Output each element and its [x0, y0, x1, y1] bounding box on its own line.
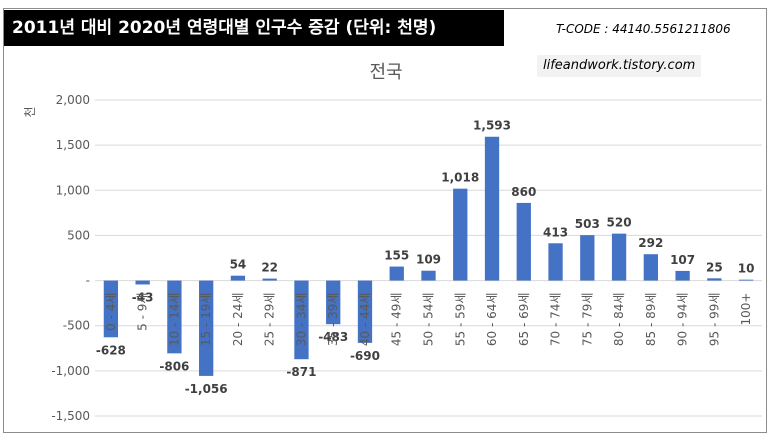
y-tick-label: -500 [63, 319, 90, 333]
bar-0 [103, 280, 119, 338]
bar-6 [294, 280, 309, 360]
data-label-1: -43 [132, 290, 154, 304]
bar-1 [135, 280, 150, 285]
x-tick-label-15: 75 - 79세 [580, 293, 594, 347]
bar-11 [453, 188, 468, 281]
blog-watermark: lifeandwork.tistory.com [537, 55, 702, 77]
data-label-14: 413 [543, 225, 568, 239]
x-tick-label-14: 70 - 74세 [549, 293, 563, 347]
data-label-17: 292 [638, 236, 663, 250]
data-label-10: 109 [416, 253, 441, 267]
y-tick-label: 1,500 [56, 138, 90, 152]
y-tick-label: - [86, 274, 90, 288]
data-label-12: 1,593 [473, 119, 511, 133]
x-tick-label-2: 10 - 14세 [167, 293, 181, 347]
bar-5 [262, 278, 277, 281]
x-tick-label-8: 40 - 44세 [358, 293, 372, 347]
bar-9 [389, 266, 404, 281]
y-tick-label: 1,000 [56, 183, 90, 197]
bar-14 [548, 243, 563, 281]
bar-18 [675, 270, 690, 281]
data-label-4: 54 [230, 258, 247, 272]
data-label-11: 1,018 [441, 171, 479, 185]
x-tick-label-6: 30 - 34세 [294, 293, 308, 347]
x-tick-label-20: 100+ [739, 293, 753, 326]
x-tick-label-11: 55 - 59세 [453, 293, 467, 347]
chart-frame [3, 8, 767, 433]
bar-13 [516, 202, 531, 281]
y-tick-label: -1,000 [51, 364, 90, 378]
chart-title: 전국 [369, 62, 402, 83]
x-tick-label-18: 90 - 94세 [676, 293, 690, 347]
x-tick-label-5: 25 - 29세 [263, 293, 277, 347]
data-label-0: -628 [96, 343, 126, 357]
y-tick-label: -1,500 [51, 409, 90, 423]
bar-3 [199, 280, 214, 376]
data-label-9: 155 [384, 249, 409, 263]
data-label-19: 25 [706, 260, 723, 274]
data-label-8: -690 [350, 349, 380, 363]
data-label-18: 107 [670, 253, 695, 267]
y-tick-label: 2,000 [56, 93, 90, 107]
tcode-label: T-CODE : 44140.5561211806 [556, 22, 731, 36]
bar-19 [707, 278, 722, 281]
bar-15 [580, 235, 595, 281]
x-tick-label-10: 50 - 54세 [422, 293, 436, 347]
data-label-20: 10 [738, 262, 755, 276]
data-label-5: 22 [261, 261, 278, 275]
x-tick-label-16: 80 - 84세 [612, 293, 626, 347]
x-tick-label-1: 5 - 9세 [136, 293, 150, 331]
x-tick-label-13: 65 - 69세 [517, 293, 531, 347]
bar-10 [421, 270, 436, 281]
bar-2 [167, 280, 182, 354]
x-tick-label-3: 15 - 19세 [199, 293, 213, 347]
x-tick-label-9: 45 - 49세 [390, 293, 404, 347]
data-label-16: 520 [607, 216, 632, 230]
y-axis-label: 천 [22, 106, 37, 117]
bar-16 [611, 233, 627, 281]
x-tick-label-4: 20 - 24세 [231, 293, 245, 347]
x-tick-label-12: 60 - 64세 [485, 293, 499, 347]
data-label-3: -1,056 [185, 382, 228, 396]
bar-12 [484, 136, 500, 281]
bar-7 [326, 280, 341, 325]
header-title: 2011년 대비 2020년 연령대별 인구수 증감 (단위: 천명) [4, 10, 504, 46]
bar-20 [738, 279, 754, 281]
data-label-7: -483 [318, 330, 348, 344]
x-tick-label-7: 35 - 39세 [326, 293, 340, 347]
bar-17 [643, 254, 658, 281]
data-label-13: 860 [511, 185, 536, 199]
x-tick-label-17: 85 - 89세 [644, 293, 658, 347]
bar-4 [230, 275, 246, 281]
data-label-2: -806 [159, 359, 189, 373]
data-label-15: 503 [575, 217, 600, 231]
data-label-6: -871 [286, 365, 316, 379]
y-tick-label: 500 [67, 228, 90, 242]
x-tick-label-19: 95 - 99세 [707, 293, 721, 347]
bar-8 [357, 280, 373, 343]
x-tick-label-0: 0 - 4세 [104, 293, 118, 331]
